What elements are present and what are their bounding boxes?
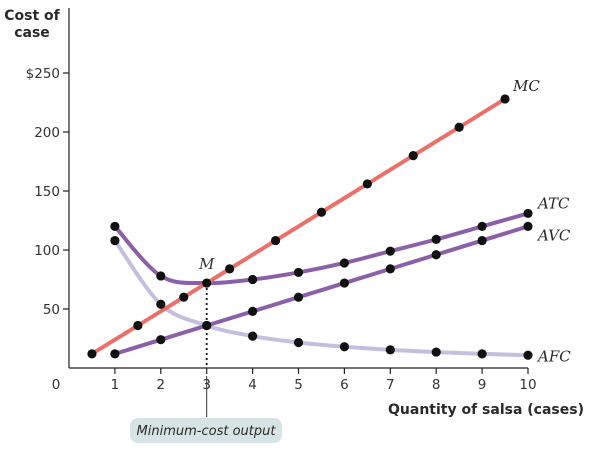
data-point-avc [202, 320, 212, 331]
data-point-atc [477, 221, 487, 231]
data-point-mc [87, 349, 97, 359]
data-point-mc [270, 235, 281, 246]
data-point-mc [454, 122, 464, 132]
data-point-mc [408, 151, 418, 161]
x-tick-label: 6 [340, 377, 349, 393]
data-point-afc [385, 345, 395, 355]
y-axis-label-line-2: case [14, 25, 50, 41]
x-axis-label: Quantity of salsa (cases) [388, 402, 584, 418]
data-point-avc [339, 278, 349, 288]
data-point-afc [339, 342, 349, 352]
series-label-afc: AFC [536, 347, 571, 365]
data-point-afc [293, 337, 304, 348]
x-tick-label: 0 [52, 377, 61, 393]
data-point-atc [431, 234, 441, 244]
data-point-atc [110, 221, 120, 231]
data-point-avc [293, 292, 304, 302]
x-tick-label: 1 [111, 377, 120, 393]
y-tick-label: 150 [34, 184, 60, 200]
series-label-atc: ATC [536, 194, 570, 212]
y-axis-label-line-1: Cost of [4, 8, 60, 24]
data-point-avc [477, 235, 487, 246]
x-tick-label: 4 [248, 377, 257, 393]
y-tick-label: 100 [34, 243, 60, 259]
y-tick-label: $250 [26, 66, 60, 82]
data-point-avc [156, 335, 166, 345]
data-point-atc [248, 274, 258, 285]
data-point-mc [500, 94, 510, 104]
minimum-cost-callout: Minimum-cost output [130, 418, 282, 443]
x-tick-label: 5 [294, 377, 303, 393]
x-tick-label: 10 [519, 377, 536, 393]
data-point-afc [477, 349, 487, 359]
data-point-mc [316, 207, 327, 217]
data-point-avc [248, 306, 258, 316]
y-tick-label: 200 [34, 125, 60, 141]
data-point-afc [110, 235, 120, 246]
series-line-avc [112, 224, 530, 356]
data-point-atc [339, 258, 349, 268]
data-point-avc [110, 349, 120, 359]
data-point-mc [362, 179, 372, 189]
callout-background [130, 418, 282, 443]
data-point-atc [523, 208, 533, 219]
x-tick-label: 9 [478, 377, 487, 393]
x-tick-label: 7 [386, 377, 395, 393]
data-point-atc [156, 271, 166, 281]
data-point-atc [385, 246, 395, 256]
x-tick-label: 2 [157, 377, 166, 393]
data-point-mc [179, 292, 189, 302]
series-label-avc: AVC [536, 226, 571, 244]
data-point-atc [202, 278, 212, 288]
data-point-atc [293, 267, 304, 278]
data-point-mc [133, 320, 143, 331]
series-line-mc [89, 96, 508, 356]
data-point-avc [523, 221, 533, 231]
y-tick-label: 50 [43, 302, 60, 318]
data-point-afc [156, 299, 166, 309]
series-line-atc [112, 211, 530, 286]
x-tick-label: 8 [432, 377, 441, 393]
callout-text: Minimum-cost output [137, 424, 277, 439]
series-line-afc [112, 238, 530, 358]
data-point-avc [385, 264, 395, 274]
data-point-avc [431, 250, 441, 260]
data-point-afc [523, 350, 533, 360]
data-point-afc [248, 331, 258, 341]
data-point-mc [225, 264, 235, 274]
minimum-point-label: M [198, 255, 215, 273]
data-point-afc [431, 347, 441, 357]
series-label-mc: MC [512, 77, 540, 95]
